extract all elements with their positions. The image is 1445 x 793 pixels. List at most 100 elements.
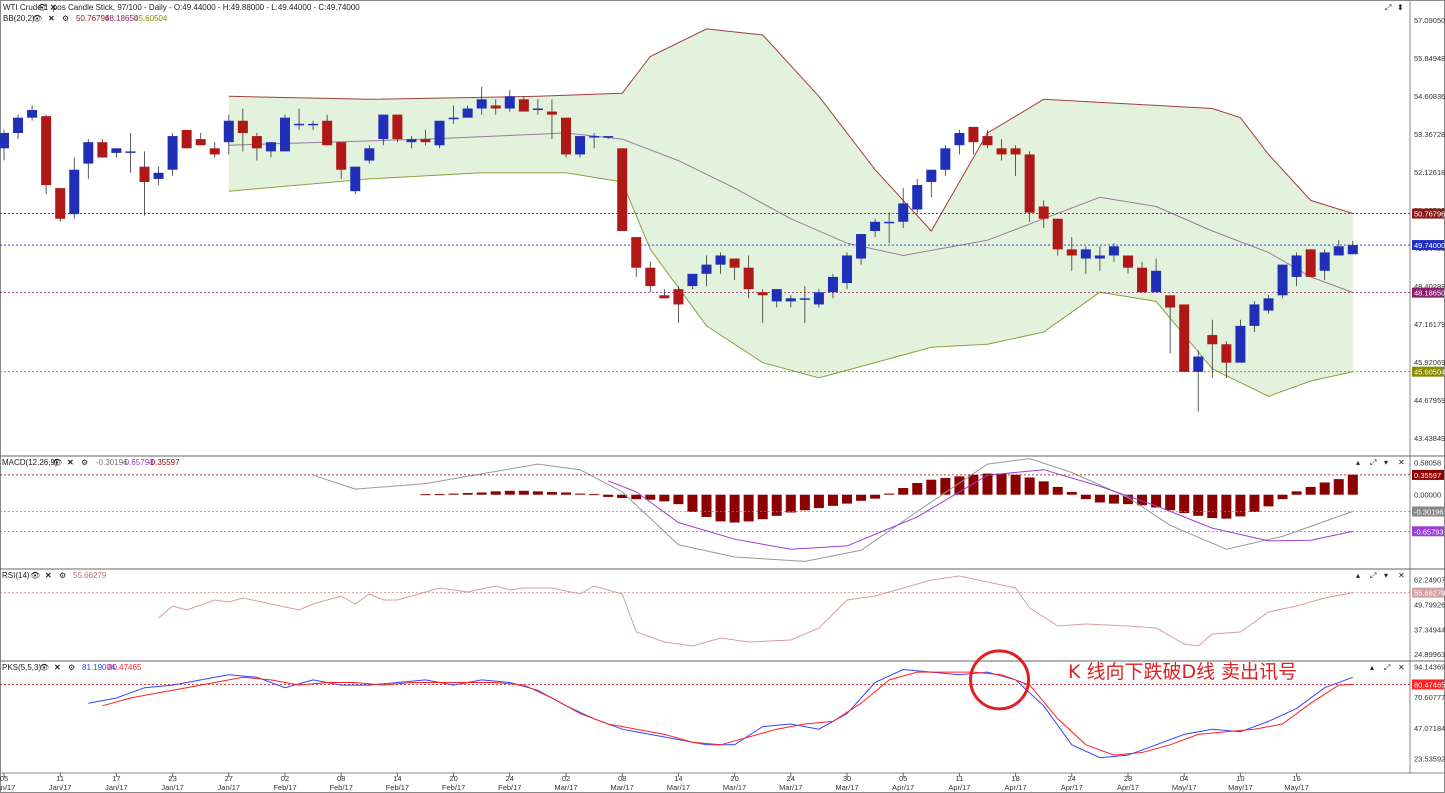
close-icon[interactable]: ✕	[45, 571, 52, 580]
candle	[1165, 295, 1176, 354]
candle-body	[546, 111, 557, 115]
macd-histogram-bar	[912, 483, 923, 495]
eye-icon[interactable]: 👁	[52, 458, 62, 467]
macd-histogram-bar	[561, 492, 571, 495]
candle-body	[898, 203, 909, 222]
candle	[364, 145, 375, 164]
date-axis: 05Jan/1711Jan/1717Jan/1723Jan/1727Jan/17…	[0, 773, 1309, 792]
candle	[251, 132, 262, 161]
candle-body	[561, 117, 571, 155]
candle-body	[167, 136, 178, 170]
rsi-line	[158, 575, 1353, 647]
date-tick-month: Mar/17	[554, 783, 577, 792]
expand-icon[interactable]: ⤢	[1384, 3, 1391, 12]
close-icon[interactable]: ✕	[54, 663, 61, 672]
move-up-icon[interactable]: ▴	[1356, 458, 1360, 467]
date-tick-month: Apr/17	[892, 783, 914, 792]
date-tick-month: Mar/17	[779, 783, 802, 792]
candle	[0, 129, 9, 161]
date-tick-month: Feb/17	[386, 783, 409, 792]
candle-body	[1347, 245, 1358, 255]
eye-icon[interactable]: 👁	[39, 663, 49, 672]
candle	[195, 132, 206, 146]
candle	[968, 126, 979, 155]
macd-histogram-bar	[870, 494, 881, 499]
bb-value-mid: 48.18650	[105, 14, 139, 23]
candle-body	[687, 273, 698, 287]
candle	[434, 120, 445, 149]
candle-body	[13, 117, 24, 133]
rsi-tick-label: 24.89963	[1414, 650, 1445, 659]
gear-icon[interactable]: ⚙	[81, 458, 88, 467]
price-tick-label: 54.60836	[1414, 92, 1445, 101]
rsi-tick-label: 49.79926	[1414, 600, 1445, 609]
move-down-icon[interactable]: ▾	[1384, 458, 1388, 467]
macd-tag-label: -0.30196	[1414, 507, 1444, 516]
eye-icon[interactable]: 👁	[32, 14, 42, 23]
move-up-icon[interactable]: ▴	[1356, 571, 1360, 580]
expand-icon[interactable]: ⤢	[1383, 663, 1390, 672]
close-icon[interactable]: ✕	[48, 14, 55, 23]
gear-icon[interactable]: ⚙	[59, 571, 66, 580]
eye-icon[interactable]: 👁	[37, 3, 47, 12]
macd-histogram-bar	[856, 494, 867, 501]
candle	[97, 139, 108, 158]
close-icon[interactable]: ✕	[1398, 571, 1405, 580]
date-tick-day: 24	[787, 774, 795, 783]
macd-histogram-bar	[996, 473, 1007, 495]
macd-histogram-bar	[1080, 494, 1091, 500]
candle-body	[659, 295, 670, 299]
bb-fill-area	[228, 28, 1353, 397]
candle	[265, 142, 276, 158]
candle-body	[55, 188, 66, 219]
price-tag-label: 50.76796	[1414, 210, 1445, 219]
candle-body	[1221, 344, 1232, 363]
maximize-icon[interactable]: ⬍	[1397, 3, 1404, 12]
gear-icon[interactable]: ⚙	[68, 663, 75, 672]
candle	[1080, 246, 1091, 274]
macd-histogram-bar	[785, 494, 796, 513]
macd-histogram-bar	[1305, 486, 1316, 495]
candle-body	[111, 148, 122, 153]
date-tick-day: 08	[618, 774, 626, 783]
macd-histogram-bar	[940, 478, 951, 495]
close-icon[interactable]: ✕	[1398, 458, 1405, 467]
candle-body	[139, 166, 150, 182]
candle-body	[954, 132, 965, 146]
macd-histogram-bar	[1024, 477, 1035, 495]
candle	[420, 129, 431, 146]
macd-label: MACD(12,26,9)	[2, 458, 58, 467]
expand-icon[interactable]: ⤢	[1369, 571, 1376, 580]
candle	[842, 252, 852, 290]
candle	[13, 114, 24, 140]
macd-histogram-bar	[1123, 494, 1133, 505]
close-icon[interactable]: ✕	[67, 458, 74, 467]
gear-icon[interactable]: ⚙	[62, 14, 69, 23]
macd-histogram-bar	[1179, 494, 1190, 514]
date-tick-month: Apr/17	[948, 783, 970, 792]
candle-body	[1094, 255, 1105, 259]
symbol-title: WTI Crude 1 .pos	[3, 3, 66, 12]
date-tick-day: 05	[0, 774, 8, 783]
macd-histogram-bar	[589, 494, 600, 496]
candle-body	[1080, 249, 1091, 259]
move-down-icon[interactable]: ▾	[1384, 571, 1388, 580]
price-tags: 50.76796 49.74000 48.18650 45.60504	[1412, 208, 1445, 377]
expand-icon[interactable]: ⤢	[1369, 458, 1376, 467]
candle	[771, 289, 782, 308]
candle-body	[982, 136, 993, 146]
bb-value-lower: 45.60504	[134, 14, 168, 23]
date-tick-day: 27	[225, 774, 233, 783]
candle	[153, 166, 164, 186]
candle	[322, 114, 333, 146]
move-up-icon[interactable]: ▴	[1370, 663, 1374, 672]
close-icon[interactable]: ✕	[1398, 663, 1405, 672]
close-icon[interactable]: ✕	[50, 3, 57, 12]
pks-tag-label: 80.47465	[1414, 680, 1445, 689]
macd-histogram-bar	[645, 494, 656, 500]
price-tag-label: 49.74000	[1414, 241, 1445, 250]
macd-histogram-bar	[743, 494, 754, 522]
price-tag-label: 48.18650	[1414, 289, 1445, 298]
candle-body	[715, 255, 726, 265]
eye-icon[interactable]: 👁	[30, 571, 40, 580]
